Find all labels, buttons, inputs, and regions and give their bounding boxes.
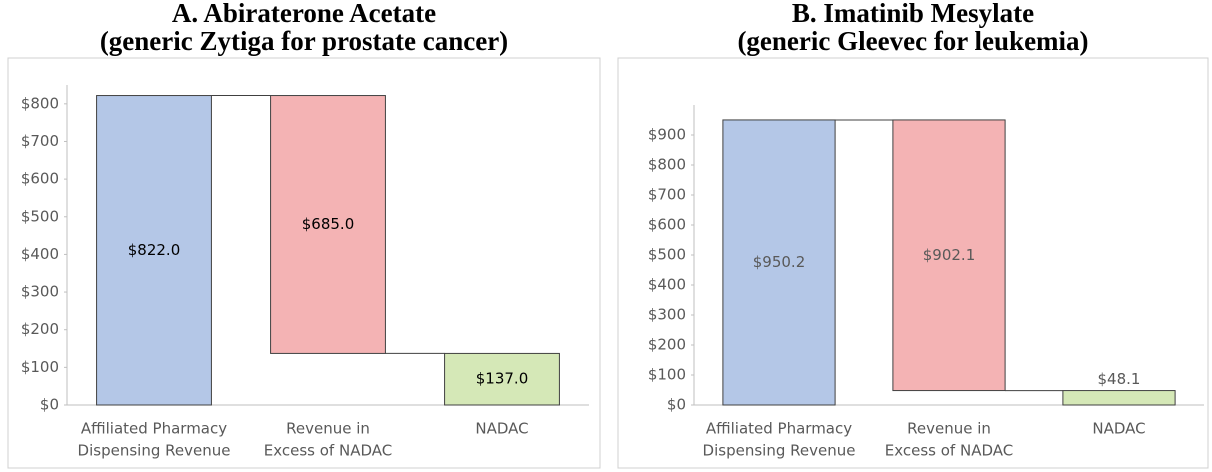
x-tick-label: Revenue in [907,420,991,438]
chart-frame [617,57,1209,469]
y-tick-label: $900 [648,126,686,144]
y-tick-label: $700 [648,186,686,204]
bar [1062,390,1176,406]
bar [892,119,1006,392]
x-tick-label: Revenue in [286,420,370,438]
y-tick-label: $200 [21,320,59,338]
y-tick-label: $600 [648,216,686,234]
y-tick-label: $100 [21,358,59,376]
y-tick-label: $400 [648,276,686,294]
chart-title: A. Abiraterone Acetate [172,0,436,28]
bar [96,95,212,406]
chart-title: B. Imatinib Mesylate [792,0,1034,28]
x-tick-label: Excess of NADAC [264,442,392,460]
x-tick-label: NADAC [1092,420,1145,438]
y-tick-label: $800 [648,156,686,174]
bar [270,95,386,354]
y-tick-label: $300 [21,283,59,301]
x-tick-label: Dispensing Revenue [703,442,856,460]
value-label: $137.0 [476,370,529,388]
bar [444,352,560,406]
y-tick-label: $0 [667,396,686,414]
x-tick-label: Affiliated Pharmacy [706,420,852,438]
y-tick-label: $200 [648,336,686,354]
x-tick-label: Excess of NADAC [885,442,1013,460]
chart-subtitle: (generic Zytiga for prostate cancer) [100,26,508,56]
y-tick-label: $800 [21,94,59,112]
y-tick-label: $300 [648,306,686,324]
value-label: $950.2 [753,253,806,271]
y-tick-label: $100 [648,366,686,384]
x-tick-label: Affiliated Pharmacy [81,420,227,438]
y-tick-label: $0 [40,396,59,414]
x-tick-label: Dispensing Revenue [78,442,231,460]
chart-subtitle: (generic Gleevec for leukemia) [737,26,1088,56]
x-tick-label: NADAC [475,420,528,438]
y-tick-label: $400 [21,245,59,263]
value-label: $48.1 [1098,370,1141,388]
y-tick-label: $500 [648,246,686,264]
value-label: $902.1 [923,246,976,264]
y-tick-label: $600 [21,170,59,188]
value-label: $822.0 [128,241,181,259]
value-label: $685.0 [302,215,355,233]
y-tick-label: $700 [21,132,59,150]
chart-frame [7,57,601,469]
bar [722,119,836,406]
y-tick-label: $500 [21,207,59,225]
